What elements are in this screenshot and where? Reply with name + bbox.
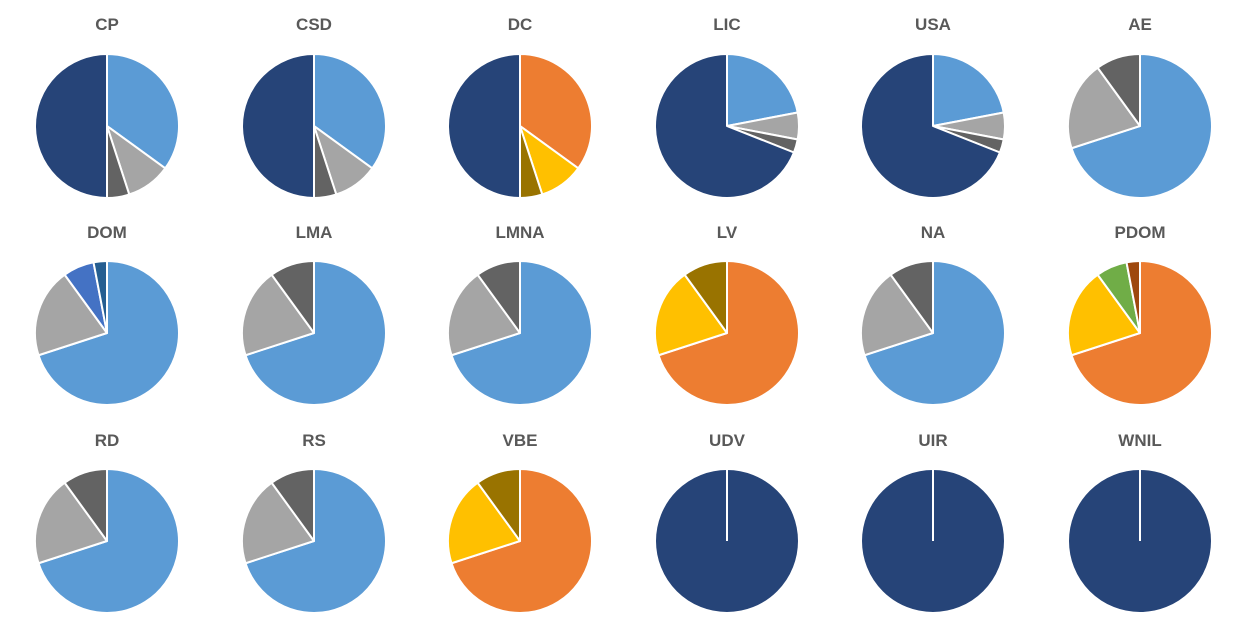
pie-slice <box>447 273 521 357</box>
pie-chart-lmna: LMNA <box>447 223 593 406</box>
chart-title: PDOM <box>1115 223 1166 242</box>
pie-slice <box>37 468 180 614</box>
chart-title: VBE <box>503 431 538 450</box>
pie-chart-csd: CSD <box>241 15 387 200</box>
pie-chart-lv: LV <box>654 223 800 406</box>
pie-slice <box>34 481 108 565</box>
pie-slice <box>241 53 315 199</box>
pie-slice <box>476 468 521 542</box>
pie-chart-cp: CP <box>34 15 180 200</box>
pie-slice <box>1096 53 1141 127</box>
chart-title: RD <box>95 431 120 450</box>
pie-chart-ae: AE <box>1067 15 1213 199</box>
pie-slice <box>447 53 521 199</box>
pie-slice <box>241 273 315 357</box>
pie-chart-rd: RD <box>34 431 180 614</box>
pie-slice <box>654 53 795 199</box>
pie-slice <box>1067 273 1141 357</box>
chart-title: LMA <box>296 223 333 242</box>
pie-chart-lic: LIC <box>654 15 800 199</box>
chart-title: USA <box>915 15 951 34</box>
pie-slice <box>860 53 1001 199</box>
pie-slice <box>270 260 315 334</box>
pie-slice <box>889 260 934 334</box>
chart-title: DC <box>508 15 533 34</box>
pie-chart-wnil: WNIL <box>1067 431 1213 614</box>
pie-slice <box>37 260 180 406</box>
pie-slice <box>447 481 521 565</box>
pie-slice <box>241 481 315 565</box>
chart-title: LMNA <box>495 223 544 242</box>
chart-title: AE <box>1128 15 1152 34</box>
pie-slice <box>450 468 593 614</box>
pie-chart-dom: DOM <box>34 223 180 406</box>
pie-chart-usa: USA <box>860 15 1006 199</box>
pie-slice <box>657 260 800 406</box>
pie-slice <box>726 53 799 127</box>
pie-chart-pdom: PDOM <box>1067 223 1213 406</box>
chart-title: LIC <box>713 15 740 34</box>
pie-chart-udv: UDV <box>654 431 800 614</box>
chart-title: WNIL <box>1118 431 1161 450</box>
pie-slice <box>1070 260 1213 406</box>
chart-title: UIR <box>918 431 947 450</box>
pie-slice <box>34 53 108 199</box>
pie-slice <box>92 260 108 334</box>
pie-slice <box>860 273 934 357</box>
chart-title: NA <box>921 223 946 242</box>
pie-chart-vbe: VBE <box>447 431 593 614</box>
pie-slice <box>270 468 315 542</box>
pie-slice <box>683 260 728 334</box>
pie-chart-rs: RS <box>241 431 387 614</box>
chart-title: CP <box>95 15 119 34</box>
pie-slice <box>1070 53 1213 199</box>
chart-title: DOM <box>87 223 127 242</box>
pie-slice <box>476 260 521 334</box>
pie-slice <box>519 53 593 170</box>
pie-chart-na: NA <box>860 223 1006 406</box>
pie-chart-uir: UIR <box>860 431 1006 614</box>
pie-slice <box>63 468 108 542</box>
pie-slice <box>244 468 387 614</box>
chart-title: CSD <box>296 15 332 34</box>
chart-title: UDV <box>709 431 746 450</box>
pie-slice <box>313 53 387 170</box>
pie-slice <box>450 260 593 406</box>
chart-title: LV <box>717 223 738 242</box>
pie-slice <box>34 273 108 357</box>
pie-chart-lma: LMA <box>241 223 387 406</box>
pie-chart-dc: DC <box>447 15 593 200</box>
pie-slice <box>1125 260 1141 334</box>
pie-slice <box>106 53 180 170</box>
pie-slice <box>863 260 1006 406</box>
pie-slice <box>244 260 387 406</box>
pie-slice <box>932 53 1005 127</box>
pie-slice <box>654 273 728 357</box>
pie-slice <box>1067 66 1141 150</box>
chart-title: RS <box>302 431 326 450</box>
